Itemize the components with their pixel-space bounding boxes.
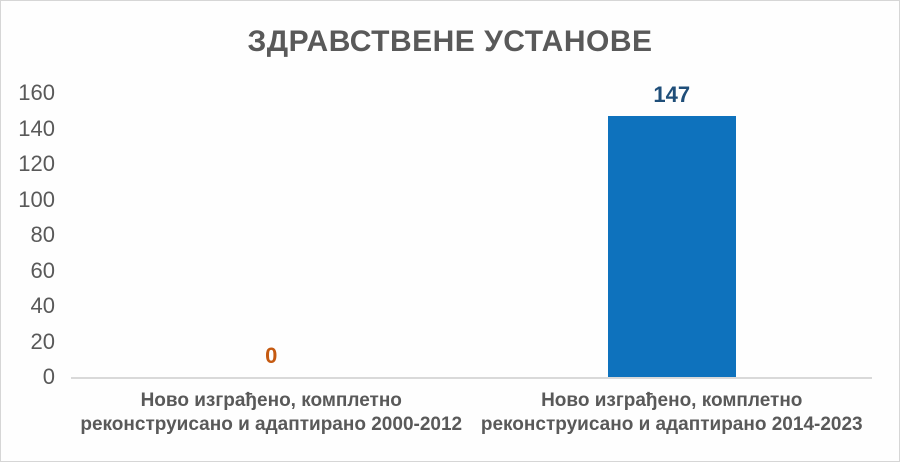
y-tick-label: 20 — [30, 328, 55, 354]
plot-area: 0 147 — [71, 84, 873, 379]
y-tick-label: 140 — [18, 115, 55, 141]
x-category-label: Ново изграђено, комплетно реконструисано… — [80, 390, 463, 436]
y-tick-label: 80 — [30, 222, 55, 247]
bar — [607, 116, 736, 377]
x-category-label: Ново изграђено, комплетно реконструисано… — [480, 390, 863, 436]
y-tick-label: 100 — [18, 186, 55, 212]
y-axis: 0 20 40 60 80 100 120 140 160 — [1, 82, 55, 388]
y-tick-label: 40 — [30, 293, 55, 318]
bar-slot: 0 — [71, 93, 472, 377]
bar-slot: 147 — [472, 84, 873, 377]
chart-title: ЗДРАВСТВЕНЕ УСТАНОВЕ — [247, 25, 653, 58]
y-tick-label: 0 — [42, 364, 55, 389]
y-tick-label: 60 — [30, 257, 55, 283]
bar-value-label: 147 — [653, 82, 691, 108]
y-tick-label: 120 — [18, 151, 55, 176]
x-axis-category-labels: Ново изграђено, комплетно реконструисано… — [71, 389, 872, 438]
y-tick-label: 160 — [18, 80, 55, 105]
bar-value-label: 0 — [265, 343, 278, 368]
